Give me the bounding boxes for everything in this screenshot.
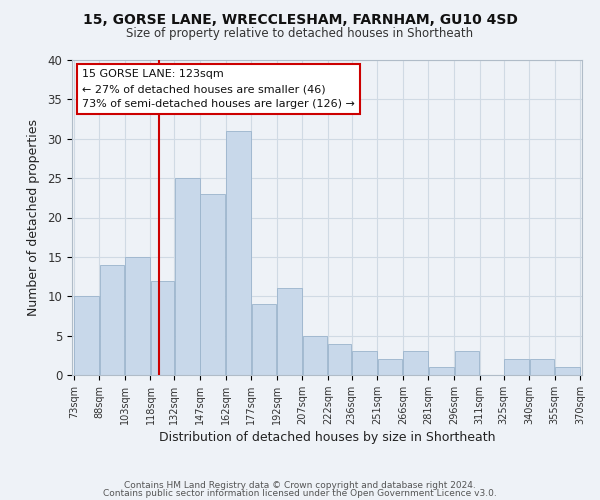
Bar <box>251 304 276 375</box>
X-axis label: Distribution of detached houses by size in Shortheath: Distribution of detached houses by size … <box>159 431 495 444</box>
Bar <box>100 265 124 375</box>
Bar <box>352 352 377 375</box>
Bar <box>530 359 554 375</box>
Bar <box>328 344 352 375</box>
Text: Contains public sector information licensed under the Open Government Licence v3: Contains public sector information licen… <box>103 489 497 498</box>
Text: 15 GORSE LANE: 123sqm
← 27% of detached houses are smaller (46)
73% of semi-deta: 15 GORSE LANE: 123sqm ← 27% of detached … <box>82 70 355 109</box>
Bar <box>200 194 225 375</box>
Bar <box>429 367 454 375</box>
Bar <box>175 178 199 375</box>
Text: Size of property relative to detached houses in Shortheath: Size of property relative to detached ho… <box>127 28 473 40</box>
Bar <box>555 367 580 375</box>
Bar <box>151 280 174 375</box>
Bar <box>455 352 479 375</box>
Y-axis label: Number of detached properties: Number of detached properties <box>28 119 40 316</box>
Text: Contains HM Land Registry data © Crown copyright and database right 2024.: Contains HM Land Registry data © Crown c… <box>124 480 476 490</box>
Bar <box>378 359 403 375</box>
Bar <box>277 288 302 375</box>
Bar <box>226 131 251 375</box>
Bar <box>302 336 328 375</box>
Bar <box>74 296 99 375</box>
Bar <box>504 359 529 375</box>
Text: 15, GORSE LANE, WRECCLESHAM, FARNHAM, GU10 4SD: 15, GORSE LANE, WRECCLESHAM, FARNHAM, GU… <box>83 12 517 26</box>
Bar <box>403 352 428 375</box>
Bar <box>125 257 150 375</box>
